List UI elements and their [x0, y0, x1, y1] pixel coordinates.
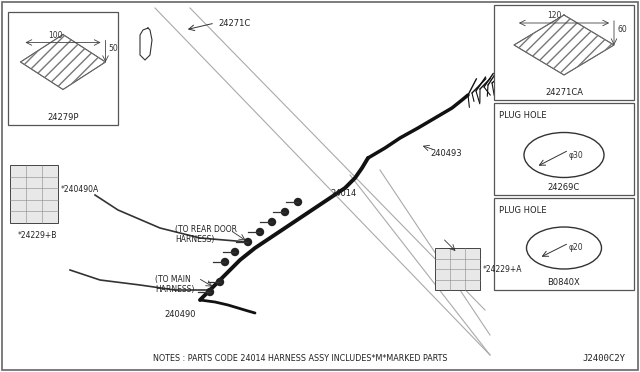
Text: (TO MAIN
HARNESS): (TO MAIN HARNESS) — [155, 275, 195, 294]
Circle shape — [232, 248, 239, 256]
Text: 100: 100 — [48, 31, 62, 39]
Text: *24229+B: *24229+B — [18, 231, 58, 240]
Text: NOTES : PARTS CODE 24014 HARNESS ASSY INCLUDES*M*MARKED PARTS: NOTES : PARTS CODE 24014 HARNESS ASSY IN… — [153, 354, 447, 363]
Text: φ20: φ20 — [569, 244, 584, 253]
Bar — [8, 12, 118, 125]
Text: B0840X: B0840X — [548, 278, 580, 287]
Bar — [494, 103, 634, 195]
Bar — [10, 165, 58, 223]
Bar — [494, 198, 634, 290]
Text: J2400C2Y: J2400C2Y — [582, 354, 625, 363]
Text: 24271C: 24271C — [218, 19, 250, 28]
Text: 240493: 240493 — [430, 148, 461, 157]
Text: 240490: 240490 — [164, 310, 196, 319]
Text: PLUG HOLE: PLUG HOLE — [499, 111, 547, 120]
Text: 24279P: 24279P — [47, 113, 79, 122]
Circle shape — [216, 279, 223, 285]
Text: 120: 120 — [547, 11, 561, 20]
Text: PLUG HOLE: PLUG HOLE — [499, 206, 547, 215]
Text: (TO REAR DOOR
HARNESS): (TO REAR DOOR HARNESS) — [175, 225, 237, 244]
Circle shape — [282, 208, 289, 215]
Text: 24014: 24014 — [330, 189, 356, 198]
Circle shape — [221, 259, 228, 266]
Bar — [435, 248, 480, 290]
Circle shape — [244, 238, 252, 246]
Bar — [494, 5, 634, 100]
Text: 24269C: 24269C — [548, 183, 580, 192]
Circle shape — [257, 228, 264, 235]
Text: 50: 50 — [109, 44, 118, 53]
Circle shape — [269, 218, 275, 225]
Text: 60: 60 — [617, 26, 627, 35]
Circle shape — [294, 199, 301, 205]
Text: *24229+A: *24229+A — [483, 264, 522, 273]
Text: *240490A: *240490A — [61, 185, 99, 193]
Text: φ30: φ30 — [569, 151, 584, 160]
Text: 24271CA: 24271CA — [545, 88, 583, 97]
Circle shape — [207, 289, 214, 295]
